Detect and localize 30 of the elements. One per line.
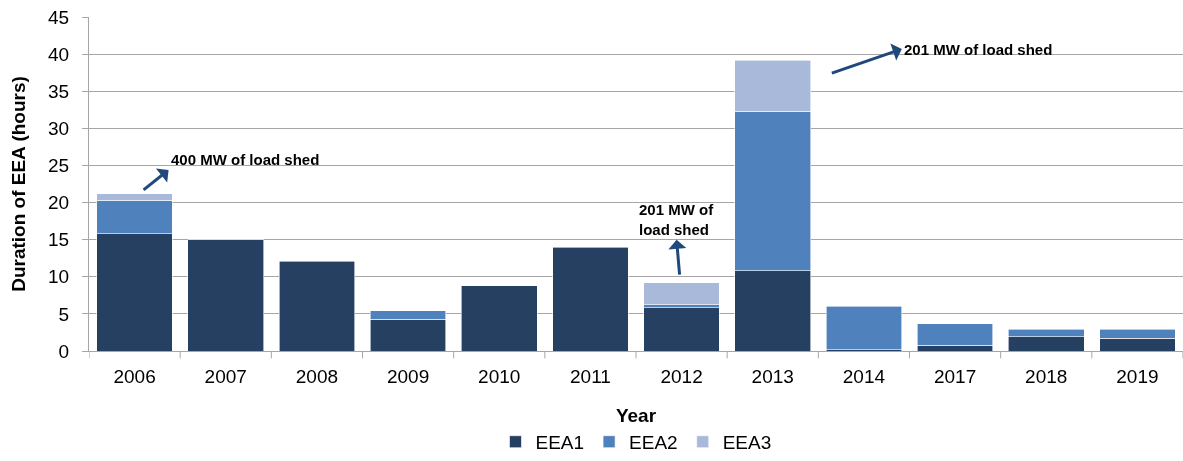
y-tick-label: 15 (48, 229, 70, 251)
x-axis-title: Year (615, 404, 657, 426)
x-tick-label: 2019 (1116, 365, 1159, 387)
y-tick-label: 30 (48, 117, 70, 139)
x-tick-label: 2012 (660, 365, 703, 387)
x-tick-label: 2008 (295, 365, 339, 387)
x-tick-label: 2014 (842, 365, 886, 387)
y-tick-label: 45 (48, 6, 70, 28)
y-tick-label: 0 (58, 340, 70, 362)
y-tick-label: 40 (48, 43, 70, 65)
y-tick-label: 5 (58, 303, 70, 325)
legend-label: EEA2 (629, 432, 678, 454)
x-tick-label: 2013 (751, 365, 794, 387)
legend-label: EEA3 (722, 432, 772, 454)
y-tick-label: 35 (48, 80, 70, 102)
x-tick-label: 2010 (478, 365, 521, 387)
y-tick-label: 20 (48, 192, 70, 214)
y-tick-label: 10 (48, 266, 70, 288)
y-axis-title: Duration of EEA (hours) (7, 76, 29, 292)
x-tick-label: 2017 (933, 365, 977, 387)
annotation: 201 MW of load shed (904, 41, 1053, 58)
x-tick-label: 2007 (204, 365, 247, 387)
x-tick-label: 2009 (386, 365, 430, 387)
annotation: 400 MW of load shed (171, 151, 320, 168)
annotation: 201 MW of load shed (639, 201, 715, 238)
y-tick-label: 25 (48, 155, 70, 177)
x-tick-label: 2011 (569, 365, 611, 387)
x-tick-label: 2018 (1025, 365, 1068, 387)
x-tick-label: 2006 (113, 365, 156, 387)
legend-label: EEA1 (535, 432, 585, 454)
